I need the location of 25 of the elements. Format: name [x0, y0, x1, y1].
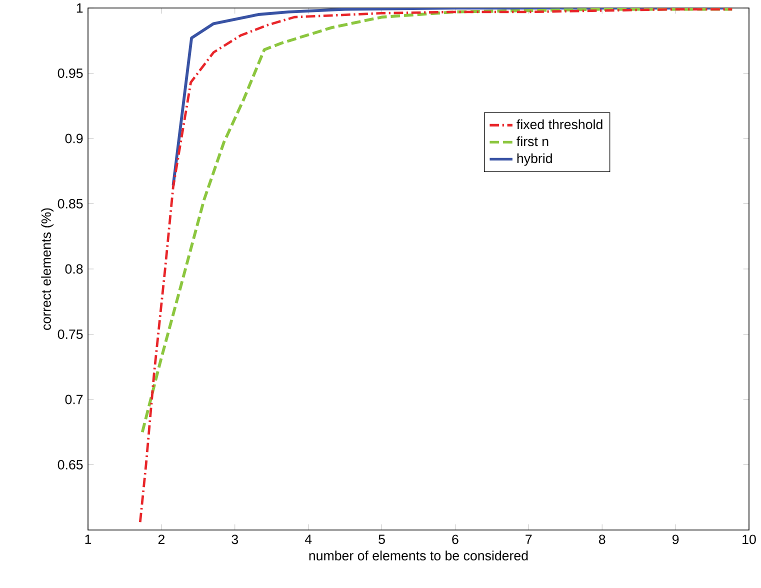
x-tick-label: 4	[304, 534, 312, 544]
x-tick-label: 3	[232, 534, 238, 544]
x-tick-label: 5	[378, 534, 385, 544]
x-tick-label: 10	[742, 534, 756, 544]
legend-label: first n	[516, 136, 548, 146]
line-series	[140, 8, 734, 434]
legend-label: hybrid	[517, 153, 552, 166]
x-tick-label: 1	[85, 534, 92, 544]
x-tick-label: 9	[672, 534, 679, 544]
legend-label: fixed threshold	[516, 119, 602, 130]
x-tick-label: 2	[158, 534, 164, 544]
y-tick-label: 0.8	[65, 264, 83, 274]
y-tick-label: 0.85	[58, 199, 83, 208]
y-axis-title: correct elements (%)	[41, 208, 54, 330]
x-tick-label: 8	[598, 534, 606, 544]
y-tick-label: 0.95	[58, 68, 83, 78]
y-tick-label: 1	[76, 3, 83, 13]
x-axis-title: number of elements to be considered	[309, 550, 528, 560]
x-tick-label: 6	[452, 534, 458, 544]
y-tick-label: 0.75	[58, 330, 83, 339]
y-tick-label: 0.9	[65, 134, 83, 144]
line-series	[138, 8, 734, 524]
y-tick-label: 0.65	[58, 460, 83, 470]
x-tick-label: 7	[526, 534, 532, 544]
y-tick-label: 0.7	[65, 394, 83, 404]
